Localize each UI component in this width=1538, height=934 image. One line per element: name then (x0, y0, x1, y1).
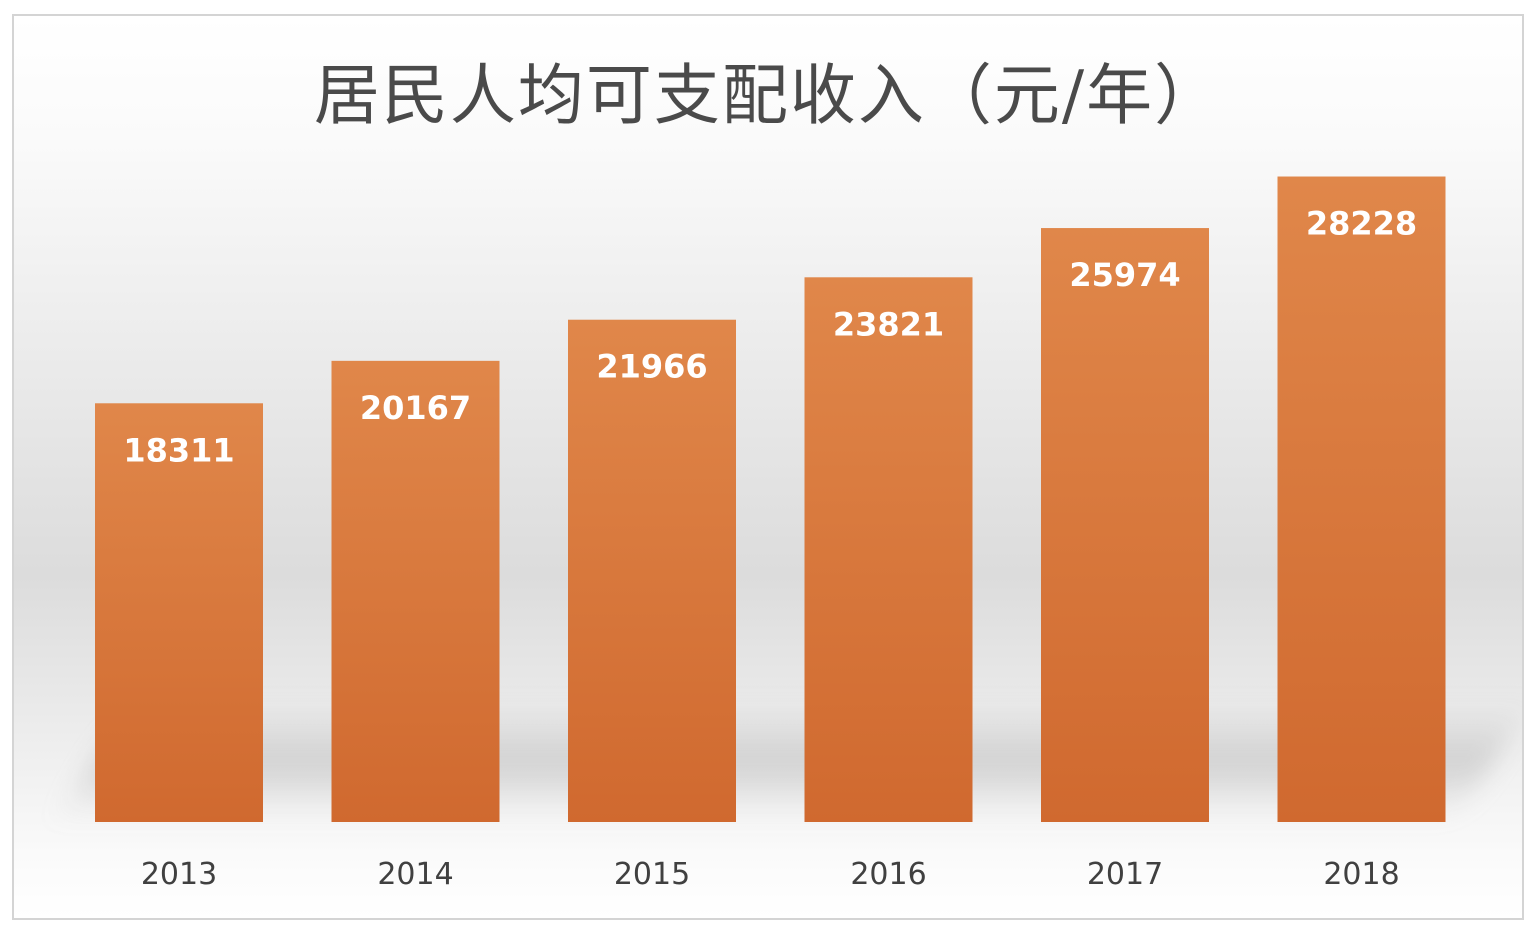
x-axis-ticks: 2013 2014 2015 2016 2017 2018 (141, 857, 1400, 892)
data-label-2018: 28228 (1306, 205, 1417, 243)
data-label-2013: 18311 (123, 431, 234, 469)
bar-2014 (331, 360, 500, 822)
x-tick-label-2013: 2013 (141, 857, 217, 892)
chart-frame: 居民人均可支配收入（元/年） 18311 20167 21966 23821 25974… (12, 14, 1524, 920)
bar-2018 (1277, 176, 1446, 823)
bar-2013 (95, 403, 263, 822)
chart-title: 居民人均可支配收入（元/年） (313, 57, 1223, 134)
data-label-2014: 20167 (360, 389, 471, 427)
x-tick-label-2016: 2016 (850, 857, 926, 892)
data-labels-group: 18311 20167 21966 23821 25974 28228 (123, 205, 1417, 470)
x-tick-label-2018: 2018 (1323, 857, 1399, 892)
x-tick-label-2015: 2015 (614, 857, 690, 892)
x-tick-label-2014: 2014 (377, 857, 453, 892)
data-label-2016: 23821 (833, 305, 944, 343)
data-label-2017: 25974 (1069, 256, 1180, 294)
bar-2015 (568, 319, 736, 822)
x-tick-label-2017: 2017 (1087, 857, 1163, 892)
bar-2017 (1041, 228, 1209, 822)
bars-group (95, 176, 1446, 823)
data-label-2015: 21966 (596, 348, 707, 386)
bar-2016 (804, 277, 973, 823)
